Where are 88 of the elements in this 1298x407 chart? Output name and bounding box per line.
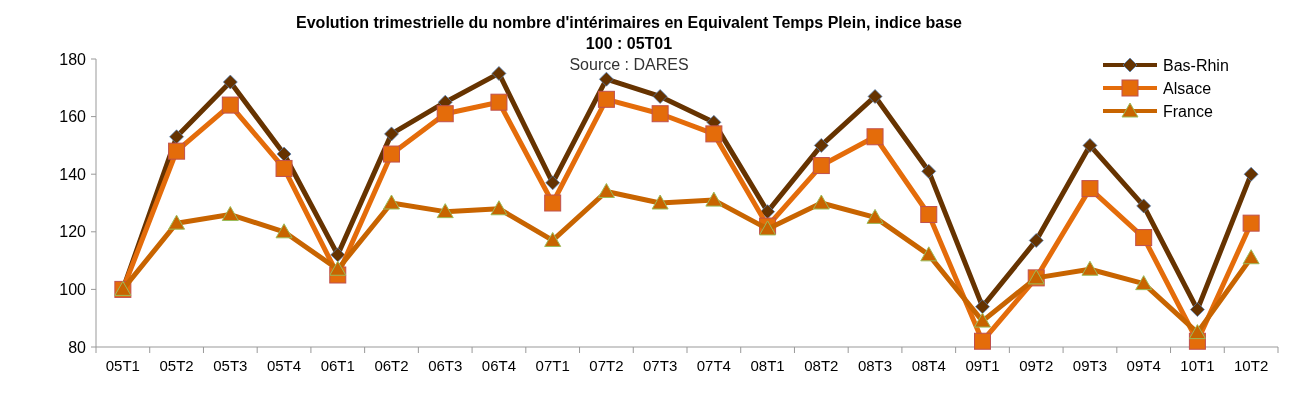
point [544, 231, 562, 247]
point [490, 200, 508, 216]
point [545, 175, 561, 191]
x-tick-label: 05T1 [105, 357, 140, 374]
chart-title: Evolution trimestrielle du nombre d'intérimaires en Equivalent Temps Plein, indice base 100 : 05T01 [296, 14, 963, 52]
x-tick-label: 08T2 [804, 357, 839, 374]
point [330, 247, 346, 263]
point [920, 206, 938, 224]
x-tick-label: 06T1 [320, 357, 355, 374]
x-tick-label: 05T3 [213, 357, 248, 374]
point [705, 125, 723, 143]
point [491, 66, 507, 81]
x-tick-label: 08T4 [911, 357, 946, 374]
point [1188, 324, 1206, 340]
point [975, 299, 990, 315]
x-tick-label: 09T3 [1072, 357, 1108, 374]
point [383, 194, 400, 210]
point [921, 163, 937, 179]
x-tick-label: 08T1 [750, 357, 785, 374]
point [813, 138, 829, 153]
point [812, 194, 830, 210]
point [329, 260, 347, 276]
point [651, 105, 669, 123]
point [275, 159, 293, 177]
point [599, 71, 614, 87]
point [1081, 180, 1099, 198]
x-tick-label: 10T1 [1180, 357, 1215, 374]
point [597, 90, 615, 108]
y-tick-label: 160 [59, 108, 87, 126]
point [384, 126, 399, 142]
legend-label: Alsace [1163, 79, 1212, 97]
point [436, 105, 454, 123]
x-tick-label: 06T4 [481, 357, 517, 374]
x-tick-label: 05T2 [159, 357, 194, 374]
point [544, 194, 562, 212]
x-tick-label: 09T1 [965, 357, 1000, 374]
point [436, 203, 454, 219]
annotation: Source : DARES [569, 56, 689, 73]
point [1190, 302, 1205, 317]
point [1136, 198, 1152, 214]
x-tick-label: 09T4 [1126, 357, 1161, 374]
x-tick-label: 06T2 [374, 357, 409, 374]
y-tick-label: 80 [68, 338, 87, 356]
x-tick-label: 09T2 [1019, 357, 1054, 374]
point [221, 96, 239, 114]
y-tick-label: 140 [59, 165, 87, 183]
point [1135, 275, 1153, 291]
point [168, 142, 186, 160]
x-tick-label: 07T3 [643, 357, 678, 374]
point [652, 89, 668, 104]
point [1081, 260, 1099, 276]
point [1242, 214, 1260, 232]
point [221, 206, 239, 222]
point [383, 145, 400, 163]
y-tick-label: 100 [59, 281, 87, 298]
point [760, 204, 775, 219]
point [1243, 166, 1259, 182]
point [867, 89, 883, 104]
point [974, 312, 991, 328]
point [920, 246, 938, 262]
point [866, 208, 884, 224]
point [705, 191, 723, 207]
x-tick-label: 10T2 [1234, 357, 1269, 374]
x-tick-label: 07T4 [696, 357, 731, 374]
x-tick-label: 06T3 [428, 357, 463, 374]
x-tick-label: 07T2 [589, 357, 624, 374]
x-tick-label: 08T3 [857, 357, 893, 374]
point [974, 332, 991, 350]
point [222, 74, 238, 90]
y-tick-label: 180 [59, 50, 87, 68]
point [169, 129, 184, 145]
point [866, 128, 884, 146]
x-tick-label: 07T1 [535, 357, 570, 374]
point [597, 182, 615, 198]
point [651, 194, 669, 210]
point [276, 146, 292, 162]
point [1242, 249, 1260, 265]
point [812, 157, 830, 175]
point [490, 93, 508, 111]
point [1135, 229, 1153, 247]
y-tick-label: 120 [59, 223, 87, 241]
point [1028, 233, 1044, 248]
point [168, 214, 186, 230]
x-tick-label: 05T4 [266, 357, 302, 374]
legend-label: Bas-Rhin [1163, 56, 1229, 74]
point [1082, 138, 1098, 153]
legend-label: France [1163, 102, 1213, 120]
point [275, 223, 293, 239]
